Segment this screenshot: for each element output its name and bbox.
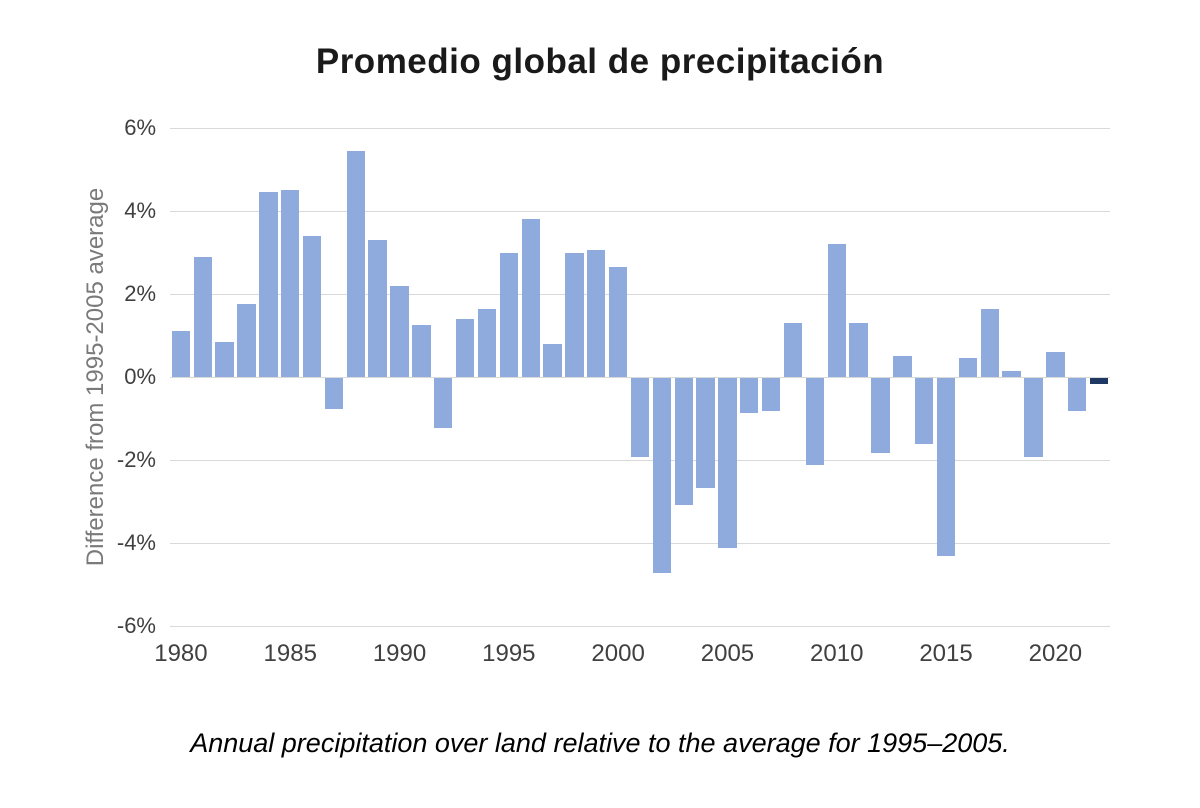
x-tick-label: 2015: [919, 640, 973, 667]
bar: [171, 331, 191, 377]
plot-area: 6% 4% 2% 0% -2% -4% -6% 1980 1985 1990 1995 2000 200…: [117, 115, 1110, 667]
bar: [324, 378, 344, 410]
bar: [783, 323, 803, 377]
bar: [587, 250, 606, 377]
x-tick-label: 2000: [591, 640, 645, 667]
gridline: [170, 294, 1110, 295]
bar: [346, 150, 365, 377]
bar: [237, 304, 256, 377]
bar: [543, 343, 562, 377]
y-tick-label: 6%: [124, 115, 156, 140]
y-tick-label: 2%: [124, 281, 156, 306]
bar: [740, 378, 759, 414]
x-tick-label: 1985: [263, 640, 317, 667]
gridline: [170, 377, 1110, 378]
bar: [718, 378, 737, 549]
y-tick-label: 4%: [124, 198, 156, 223]
x-tick-label: 2010: [810, 640, 864, 667]
bar: [368, 240, 387, 377]
bar: [674, 378, 693, 505]
bar: [1068, 378, 1087, 412]
bar: [915, 378, 934, 445]
bar: [434, 378, 453, 428]
bar: [499, 252, 518, 377]
x-tick-label: 1995: [482, 640, 536, 667]
bar: [455, 318, 475, 377]
bar: [390, 285, 409, 377]
bar: [696, 378, 715, 488]
bar: [805, 378, 825, 466]
y-tick-label: -2%: [116, 447, 156, 472]
bar: [215, 341, 234, 377]
bar: [477, 308, 497, 377]
x-tick-label: 2005: [700, 640, 755, 667]
bar: [608, 267, 628, 377]
x-tick-label: 1990: [372, 640, 427, 667]
bar: [761, 378, 781, 412]
bar: [565, 252, 584, 377]
x-tick-label: 1980: [154, 640, 208, 667]
bar: [630, 378, 650, 457]
bar: [871, 378, 890, 453]
bar: [1002, 370, 1021, 377]
bar: [412, 325, 431, 377]
bar: [958, 358, 978, 377]
bar: [193, 256, 212, 377]
chart-title: Promedio global de precipitación: [315, 42, 885, 81]
bar: [1046, 352, 1065, 377]
bar: [652, 378, 672, 574]
gridline: [170, 543, 1110, 544]
gridline: [170, 460, 1110, 461]
bar: [302, 235, 322, 377]
y-axis-title: Difference from 1995-2005 average: [82, 187, 109, 567]
bar: [893, 356, 912, 377]
bar: [281, 190, 300, 377]
bar: [827, 244, 846, 377]
gridline: [170, 128, 1110, 129]
y-tick-label: -4%: [116, 530, 156, 555]
y-tick-label: -6%: [116, 613, 156, 638]
gridline: [170, 626, 1110, 627]
gridline: [170, 211, 1110, 212]
bar: [980, 308, 999, 377]
bar: [936, 378, 956, 557]
y-tick-label: 0%: [124, 364, 156, 389]
chart-caption: Annual precipitation over land relative …: [190, 728, 1010, 758]
bar: [259, 192, 278, 377]
x-tick-label: 2020: [1028, 640, 1083, 667]
bar: [849, 323, 868, 377]
bar: [1089, 378, 1109, 385]
bar: [1024, 378, 1043, 457]
bar: [521, 219, 540, 377]
